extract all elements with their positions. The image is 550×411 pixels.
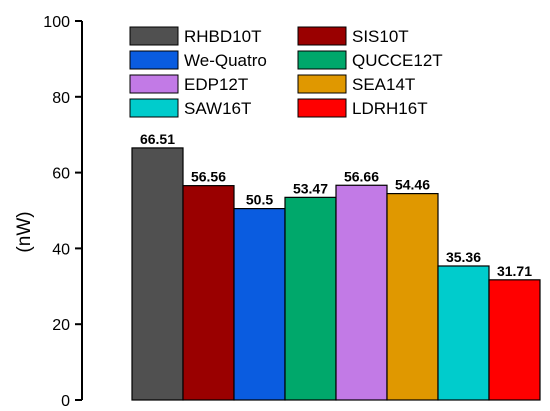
data-label: 53.47: [293, 180, 328, 196]
legend-label: RHBD10T: [184, 27, 261, 46]
legend-label: EDP12T: [184, 75, 248, 94]
data-label: 66.51: [140, 131, 175, 147]
bar: [386, 192, 439, 401]
y-axis-label: (nW): [14, 211, 35, 252]
y-tick-label: 40: [52, 241, 70, 258]
y-tick-label: 100: [43, 14, 70, 31]
legend-swatch: [297, 26, 347, 46]
legend-label: SEA14T: [352, 75, 415, 94]
y-tick-label: 0: [61, 393, 70, 410]
data-label: 56.66: [344, 168, 379, 184]
legend-label: QUCCE12T: [352, 51, 443, 70]
legend-swatch: [129, 26, 179, 46]
bar: [284, 196, 337, 401]
data-label: 56.56: [191, 169, 226, 185]
axes: 0 20 40 60 80 100: [43, 14, 83, 410]
bar: [233, 208, 286, 401]
bar: [131, 147, 184, 401]
legend-label: SAW16T: [184, 99, 251, 118]
data-label: 50.5: [246, 192, 273, 208]
bar: [182, 185, 235, 401]
legend-swatch: [129, 98, 179, 118]
legend-swatch: [297, 74, 347, 94]
data-label: 31.71: [497, 263, 532, 279]
y-tick-label: 60: [52, 166, 70, 183]
legend-swatch: [297, 98, 347, 118]
bar: [488, 279, 541, 401]
data-labels: 66.51 56.56 50.5 53.47 56.66 54.46 35.36 31.71: [140, 131, 532, 279]
y-tick-label: 80: [52, 90, 70, 107]
legend-label: SIS10T: [352, 27, 409, 46]
legend-label: We-Quatro: [184, 51, 267, 70]
y-tick-label: 20: [52, 317, 70, 334]
bar: [437, 265, 490, 401]
data-label: 54.46: [395, 177, 430, 193]
data-label: 35.36: [446, 249, 481, 265]
legend: RHBD10T SIS10T We-Quatro QUCCE12T EDP12T SEA1…: [129, 26, 443, 118]
legend-swatch: [129, 74, 179, 94]
legend-label: LDRH16T: [352, 99, 428, 118]
legend-swatch: [297, 50, 347, 70]
bar: [335, 184, 388, 401]
legend-swatch: [129, 50, 179, 70]
bars: [131, 147, 541, 401]
